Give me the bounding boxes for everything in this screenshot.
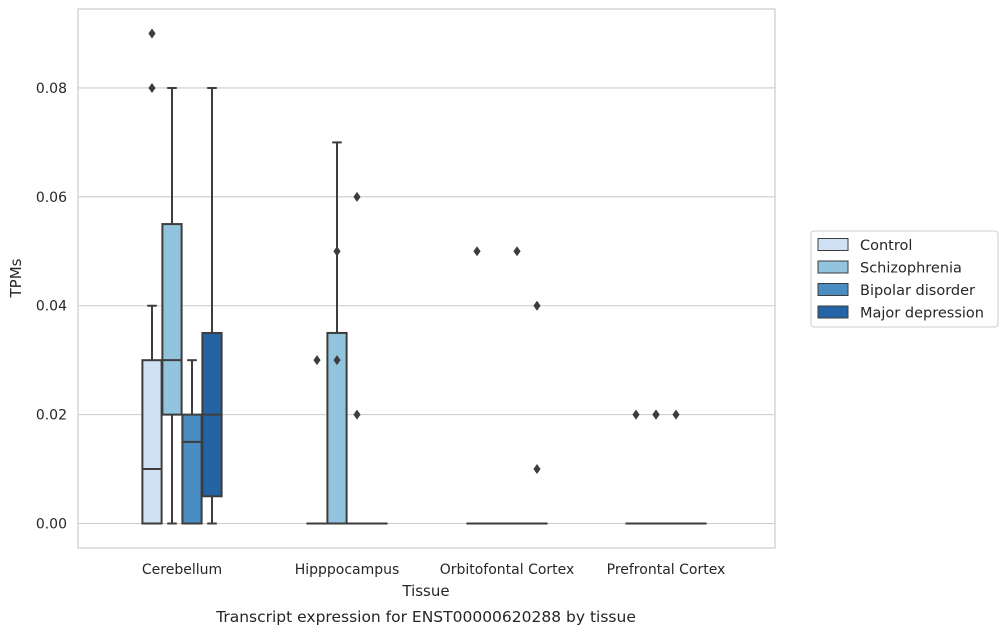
box-1-0 (306, 355, 328, 525)
x-tick-label: Orbitofontal Cortex (440, 562, 575, 578)
box-0-3 (201, 86, 223, 525)
outlier-point (333, 246, 341, 257)
plot-frame (77, 8, 776, 549)
legend-label: Major depression (860, 306, 984, 322)
x-tick-label: Hipppocampus (295, 562, 400, 578)
y-tick-labels: 0.00 0.02 0.04 0.06 0.08 (36, 81, 67, 533)
y-tick-label: 0.08 (36, 81, 67, 97)
outlier-point (632, 409, 640, 420)
y-tick-label: 0.00 (36, 517, 67, 533)
y-tick-label: 0.04 (36, 299, 67, 315)
outlier-point (672, 409, 680, 420)
outlier-point (533, 300, 541, 311)
outlier-point (148, 82, 156, 93)
outlier-point (652, 409, 660, 420)
x-axis-title: Tissue (401, 582, 449, 600)
outlier-point (533, 464, 541, 475)
legend-swatch (817, 305, 849, 319)
boxes (141, 28, 707, 525)
box-3-1 (645, 409, 667, 525)
legend-swatch (817, 283, 849, 296)
box-3-2 (665, 409, 687, 525)
box-1-2 (346, 191, 368, 525)
y-axis-title: TPMs (7, 258, 25, 298)
outlier-point (353, 409, 361, 420)
legend-swatch (817, 238, 849, 251)
outlier-point (513, 246, 521, 257)
box-body (181, 413, 203, 525)
outlier-point (313, 355, 321, 366)
outlier-point (353, 191, 361, 202)
box-0-2 (181, 359, 203, 525)
outlier-point (473, 246, 481, 257)
y-tick-label: 0.02 (36, 408, 67, 424)
box-1-1 (326, 141, 348, 525)
box-2-0 (466, 246, 488, 525)
legend-frame (810, 230, 999, 328)
outlier-point (333, 355, 341, 366)
x-tick-label: Cerebellum (142, 562, 222, 578)
legend-items: Control Schizophrenia Bipolar disorder Majo… (817, 238, 984, 322)
box-2-2 (506, 246, 528, 525)
legend-label: Bipolar disorder (860, 283, 975, 299)
box-0-1 (161, 86, 183, 525)
box-0-0 (141, 28, 163, 525)
legend-label: Control (860, 238, 912, 254)
legend: Control Schizophrenia Bipolar disorder Majo… (810, 230, 999, 328)
box-body (141, 359, 163, 525)
box-2-3 (526, 300, 548, 525)
chart-caption: Transcript expression for ENST0000062028… (215, 608, 636, 626)
y-tick-label: 0.06 (36, 190, 67, 206)
outlier-point (148, 28, 156, 39)
x-tick-labels: Cerebellum Hipppocampus Orbitofontal Corte… (142, 562, 725, 578)
legend-label: Schizophrenia (860, 261, 962, 277)
box-3-0 (625, 409, 647, 525)
box-body (161, 223, 183, 416)
legend-swatch (817, 260, 849, 274)
x-tick-label: Prefrontal Cortex (607, 562, 726, 578)
